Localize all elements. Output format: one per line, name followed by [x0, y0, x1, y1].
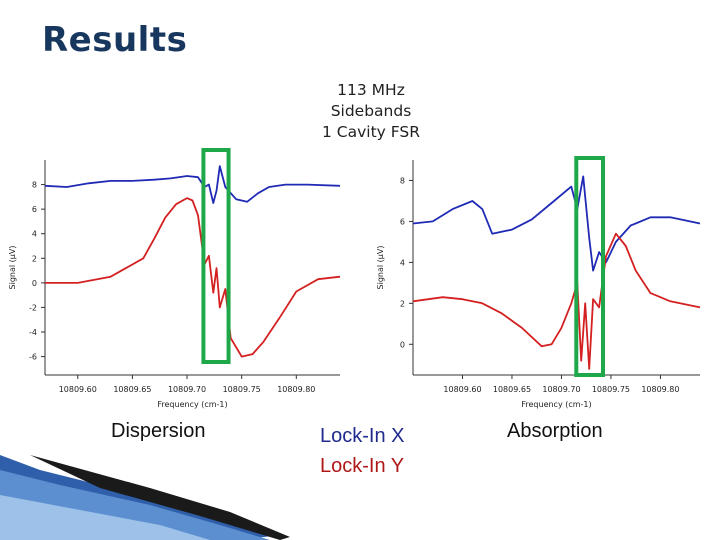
y-tick-label: 2	[400, 299, 405, 308]
y-tick-label: 8	[32, 181, 37, 190]
absorption-label: Absorption	[507, 420, 603, 442]
x-tick-label: 10809.60	[443, 385, 481, 394]
y-axis-label: Signal (µV)	[8, 246, 17, 290]
x-axis-label: Frequency (cm-1)	[521, 400, 591, 409]
highlight-box	[574, 156, 606, 377]
y-tick-label: 8	[400, 176, 405, 185]
y-tick-label: 2	[32, 254, 37, 263]
x-tick-label: 10809.80	[641, 385, 679, 394]
series-line-lock-in-x	[412, 175, 701, 272]
x-tick-label: 10809.70	[542, 385, 580, 394]
legend-lock-in-x: Lock-In X	[320, 425, 405, 447]
y-tick-label: 4	[32, 230, 37, 239]
y-tick-label: -4	[29, 328, 37, 337]
y-tick-label: 0	[32, 279, 37, 288]
x-tick-label: 10809.60	[59, 385, 97, 394]
x-tick-label: 10809.70	[168, 385, 206, 394]
y-axis-label: Signal (µV)	[376, 246, 385, 290]
y-tick-label: 6	[32, 205, 37, 214]
legend-lock-in-y: Lock-In Y	[320, 455, 405, 477]
series-line-lock-in-y	[45, 197, 341, 358]
y-tick-label: -6	[29, 353, 37, 362]
annotation-line-3: 1 Cavity FSR	[321, 123, 421, 141]
y-tick-label: 0	[400, 340, 405, 349]
x-tick-label: 10809.65	[113, 385, 151, 394]
sideband-annotation: 113 MHz Sidebands 1 Cavity FSR	[300, 80, 442, 143]
dispersion-chart: 8 6 4 2 0 -2 -4 -6 10809.60 10809.65 10809.70 10809…	[8, 148, 341, 409]
series-line-lock-in-x	[44, 165, 341, 204]
y-tick-label: 4	[400, 258, 405, 267]
slide-title: Results	[42, 20, 188, 60]
dispersion-label: Dispersion	[111, 420, 206, 442]
x-axis-label: Frequency (cm-1)	[157, 400, 227, 409]
x-tick-label: 10809.80	[277, 385, 315, 394]
series-line-lock-in-y	[412, 232, 701, 370]
x-tick-label: 10809.65	[493, 385, 531, 394]
x-tick-label: 10809.75	[592, 385, 630, 394]
absorption-chart: 8 6 4 2 0 10809.60 10809.65 10809.70 10809.75 108…	[376, 156, 701, 409]
annotation-line-1: 113 MHz	[337, 81, 405, 99]
y-tick-label: -2	[29, 303, 37, 312]
y-tick-label: 6	[400, 217, 405, 226]
highlight-box	[201, 148, 231, 364]
x-tick-label: 10809.75	[223, 385, 261, 394]
decorative-swoosh	[0, 455, 290, 540]
annotation-line-2: Sidebands	[330, 102, 412, 120]
